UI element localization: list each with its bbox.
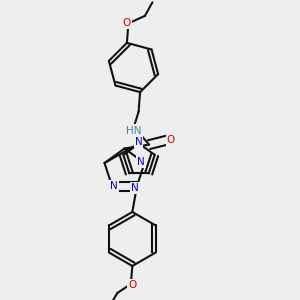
Text: O: O [123,18,131,28]
Text: O: O [128,280,136,290]
Text: HN: HN [126,125,142,136]
Text: O: O [167,135,175,145]
Text: N: N [110,182,118,191]
Text: N: N [131,183,139,193]
Text: N: N [135,137,142,147]
Text: N: N [137,157,145,166]
